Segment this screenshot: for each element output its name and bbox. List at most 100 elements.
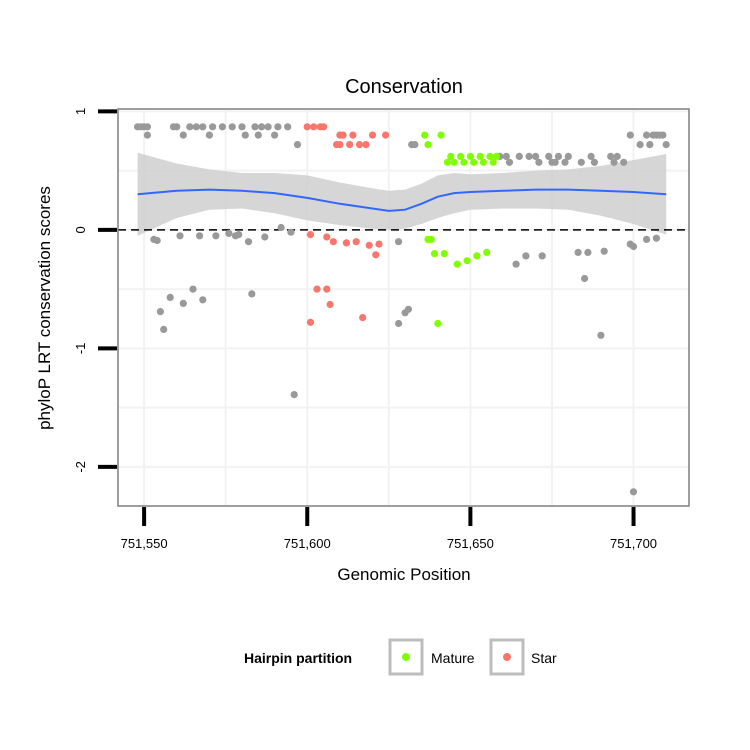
- point-other-34: [254, 131, 262, 139]
- legend-swatch-mature: [402, 653, 410, 661]
- point-other-73: [597, 331, 605, 339]
- point-other-83: [636, 141, 644, 149]
- point-mature-0: [421, 131, 429, 139]
- point-mature-11: [453, 260, 461, 268]
- x-axis: 751,550 751,600 751,650 751,700: [121, 507, 657, 551]
- point-mature-22: [489, 158, 497, 166]
- point-mature-9: [447, 152, 455, 160]
- point-star-22: [365, 241, 373, 249]
- confidence-ribbon-layer: [137, 152, 667, 236]
- point-mature-12: [457, 152, 465, 160]
- point-other-53: [505, 158, 514, 166]
- point-mature-1: [424, 141, 432, 149]
- point-star-26: [382, 131, 390, 139]
- point-other-58: [532, 152, 540, 160]
- point-other-85: [643, 235, 651, 243]
- point-mature-3: [427, 235, 435, 243]
- point-mature-6: [437, 131, 445, 139]
- point-other-31: [244, 238, 253, 246]
- point-other-68: [577, 158, 585, 166]
- point-star-9: [326, 300, 334, 309]
- point-other-65: [561, 158, 569, 166]
- point-other-7: [156, 308, 164, 316]
- point-other-78: [620, 158, 628, 166]
- point-other-43: [290, 391, 298, 399]
- point-other-79: [626, 131, 634, 139]
- point-other-42: [287, 228, 295, 236]
- point-other-13: [179, 131, 187, 139]
- point-star-2: [306, 318, 315, 326]
- confidence-ribbon: [137, 152, 667, 236]
- point-other-26: [228, 123, 236, 131]
- legend-swatch-star: [503, 653, 511, 661]
- y-tick-label-2: 0: [73, 226, 88, 233]
- point-other-29: [238, 123, 246, 131]
- point-mature-7: [440, 250, 448, 258]
- point-other-64: [554, 152, 563, 160]
- point-other-69: [581, 274, 589, 283]
- point-star-24: [372, 251, 380, 259]
- point-other-81: [629, 488, 638, 496]
- legend-label-mature: Mature: [431, 650, 475, 666]
- legend-key-mature: [388, 638, 424, 676]
- point-other-40: [277, 223, 285, 232]
- point-star-4: [313, 285, 321, 293]
- point-mature-17: [473, 252, 481, 260]
- point-other-36: [261, 233, 269, 241]
- point-other-63: [551, 158, 559, 166]
- point-other-55: [515, 152, 523, 160]
- point-star-17: [349, 131, 357, 139]
- y-axis: -2 -1 0 1: [73, 108, 117, 473]
- point-other-67: [574, 248, 582, 256]
- point-star-18: [352, 238, 360, 246]
- point-mature-5: [434, 319, 442, 328]
- point-other-35: [258, 123, 266, 131]
- point-star-8: [323, 233, 331, 241]
- point-star-19: [355, 141, 364, 149]
- point-mature-8: [443, 158, 452, 166]
- y-tick-label-1: -1: [73, 343, 88, 355]
- point-other-19: [199, 123, 207, 131]
- point-other-75: [607, 152, 615, 160]
- point-other-22: [209, 123, 217, 131]
- point-other-21: [205, 131, 213, 139]
- point-other-89: [652, 234, 661, 242]
- point-other-30: [241, 131, 249, 139]
- x-tick-label-1: 751,600: [284, 536, 331, 551]
- point-other-28: [235, 231, 243, 239]
- x-tick-label-0: 751,550: [121, 536, 168, 551]
- point-star-6: [320, 123, 328, 131]
- legend-label-star: Star: [531, 650, 557, 666]
- point-mature-23: [492, 152, 501, 160]
- point-other-57: [525, 152, 533, 160]
- point-mature-20: [483, 248, 491, 256]
- point-star-25: [375, 240, 383, 248]
- point-other-44: [293, 141, 302, 149]
- point-other-14: [179, 299, 187, 307]
- point-other-59: [535, 158, 543, 166]
- y-axis-title: phyloP LRT conservation scores: [35, 186, 54, 430]
- point-other-37: [264, 123, 272, 131]
- point-other-39: [274, 123, 282, 131]
- point-other-17: [192, 123, 200, 131]
- point-mature-21: [486, 152, 494, 160]
- point-star-15: [342, 239, 350, 247]
- point-other-41: [284, 123, 292, 131]
- point-star-16: [346, 141, 354, 149]
- point-other-16: [189, 285, 197, 293]
- point-other-32: [248, 290, 256, 298]
- x-axis-title: Genomic Position: [337, 565, 470, 584]
- point-other-11: [173, 123, 181, 131]
- point-star-13: [336, 141, 344, 149]
- point-other-72: [590, 158, 599, 166]
- point-other-46: [395, 319, 403, 328]
- point-other-70: [584, 248, 592, 256]
- point-mature-13: [460, 158, 468, 166]
- point-other-6: [153, 236, 161, 245]
- point-mature-16: [470, 158, 478, 166]
- point-star-20: [359, 314, 367, 322]
- point-star-1: [306, 231, 315, 239]
- legend-title: Hairpin partition: [244, 650, 352, 666]
- point-other-50: [411, 141, 419, 149]
